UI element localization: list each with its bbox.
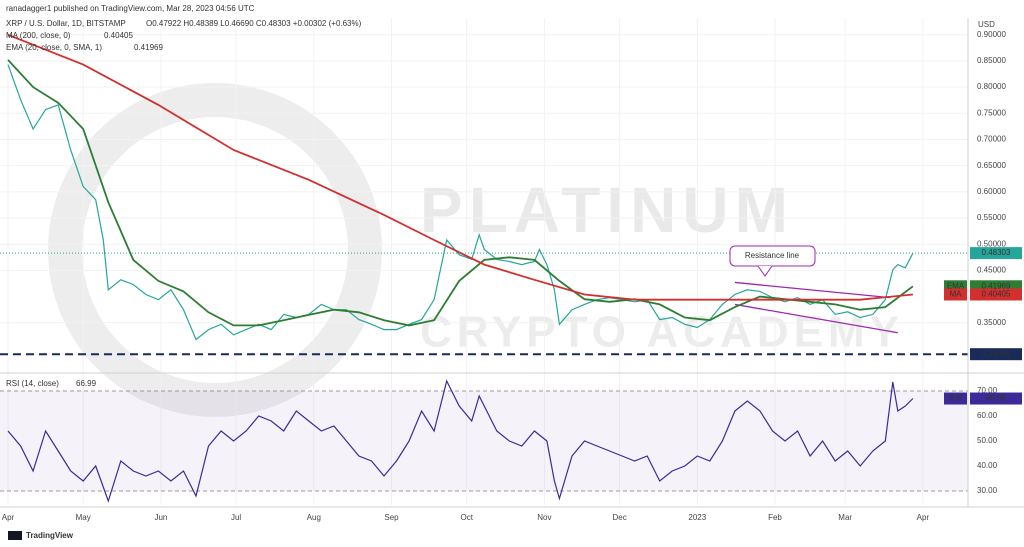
price-tag-text: 0.29000 xyxy=(982,349,1011,358)
x-tick-label: Oct xyxy=(460,513,473,522)
annotation-text: Resistance line xyxy=(745,251,800,260)
y-tick-label: 0.45000 xyxy=(977,266,1006,275)
series-tag xyxy=(970,288,1022,301)
footer: TradingView xyxy=(8,531,74,540)
channel-line xyxy=(734,303,898,334)
y-tick-label: 70.00 xyxy=(977,386,998,395)
series-tag-value: 0.40405 xyxy=(982,290,1011,299)
price-tag xyxy=(970,348,1022,361)
x-tick-label: Jul xyxy=(231,513,241,522)
x-tick-label: Apr xyxy=(917,513,930,522)
x-tick-label: Sep xyxy=(384,513,399,522)
series-line xyxy=(7,33,913,301)
channel-line xyxy=(734,281,891,299)
annotation-box xyxy=(729,245,816,267)
x-tick-label: Aug xyxy=(307,513,321,522)
legend-value: 0.40405 xyxy=(104,31,133,40)
x-tick-label: Dec xyxy=(612,513,626,522)
footer-logo xyxy=(8,531,22,540)
chart-title: XRP / U.S. Dollar, 1D, BITSTAMP xyxy=(6,19,126,28)
y-tick-label: 0.35000 xyxy=(977,318,1006,327)
watermark-text: PLATINUM xyxy=(420,174,794,246)
x-tick-label: Feb xyxy=(768,513,782,522)
series-tag xyxy=(944,288,967,301)
y-tick-label: 0.75000 xyxy=(977,108,1006,117)
x-tick-label: Jun xyxy=(154,513,167,522)
x-tick-label: Nov xyxy=(537,513,551,522)
y-tick-label: 0.85000 xyxy=(977,56,1006,65)
series-tag-value: 0.41969 xyxy=(982,281,1011,290)
series-line xyxy=(7,59,914,327)
x-tick-label: Apr xyxy=(2,513,15,522)
y-tick-label: 0.50000 xyxy=(977,239,1006,248)
series-line xyxy=(7,379,914,503)
y-tick-label: 0.60000 xyxy=(977,187,1006,196)
y-tick-label: 0.65000 xyxy=(977,161,1006,170)
series-tag-name: MA xyxy=(950,290,963,299)
legend-label: MA (200, close, 0) xyxy=(6,31,71,40)
legend-value: 66.99 xyxy=(76,379,97,388)
series-tag-name: RSI xyxy=(949,394,962,403)
y-tick-label: 0.90000 xyxy=(977,30,1006,39)
footer-text: TradingView xyxy=(26,531,74,540)
ohlc: O0.47922 H0.48389 L0.46690 C0.48303 +0.0… xyxy=(146,19,362,28)
series-tag xyxy=(944,392,967,405)
y-tick-label: 50.00 xyxy=(977,436,998,445)
x-tick-label: Mar xyxy=(838,513,852,522)
price-tag-text: 0.48303 xyxy=(982,248,1011,257)
plot: Apr May Jun Jul Aug Sep Oct Nov Dec 2023 Feb Mar Apr… xyxy=(0,18,1022,522)
annotation: Resistance line xyxy=(729,245,816,277)
legend-label: EMA (20, close, 0, SMA, 1) xyxy=(6,43,102,52)
y-tick-label: 0.80000 xyxy=(977,82,1006,91)
publisher: ranadagger1 published on TradingView.com… xyxy=(6,4,255,13)
y-tick-label: 40.00 xyxy=(977,461,998,470)
watermark-logo xyxy=(48,83,382,417)
annotation-pointer xyxy=(757,265,773,277)
watermark-text: CRYPTO ACADEMY xyxy=(420,308,904,357)
series-tag-name: EMA xyxy=(947,281,965,290)
y-tick-label: 30.00 xyxy=(977,486,998,495)
price-tag xyxy=(970,247,1022,260)
axis-label: USD xyxy=(978,20,995,29)
legend-value: 0.41969 xyxy=(134,43,163,52)
x-tick-label: 2023 xyxy=(688,513,706,522)
series-tag xyxy=(970,392,1022,405)
series-tag-value: 66.99 xyxy=(986,394,1007,403)
y-tick-label: 0.70000 xyxy=(977,135,1006,144)
y-tick-label: 0.55000 xyxy=(977,213,1006,222)
watermark: PLATINUM CRYPTO ACADEMY xyxy=(48,83,904,417)
rsi-band xyxy=(0,391,968,491)
x-tick-label: May xyxy=(76,513,91,522)
y-tick-label: 60.00 xyxy=(977,411,998,420)
legend-label: RSI (14, close) xyxy=(6,379,59,388)
